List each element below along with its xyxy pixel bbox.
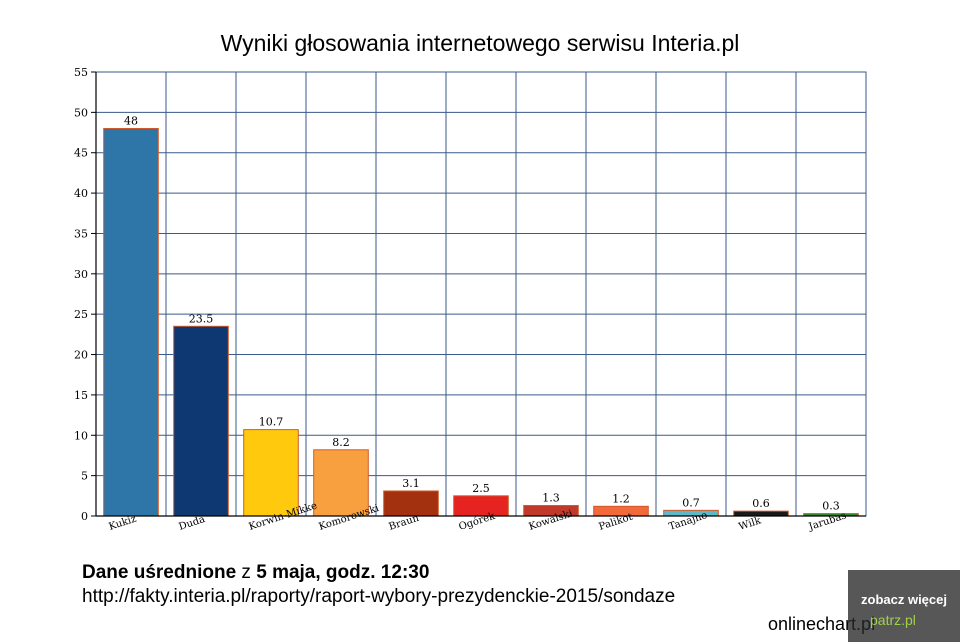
y-tick-label: 20 bbox=[74, 349, 88, 362]
y-tick-label: 45 bbox=[74, 147, 88, 160]
footer-bold-a: Dane uśrednione bbox=[82, 562, 237, 583]
y-tick-label: 35 bbox=[74, 227, 88, 240]
bar-kukiz bbox=[103, 128, 159, 517]
labels-layer: 48 23.5 10.7 8.2 3.1 2.5 1.3 1.2 0.7 0.6 0.3 bbox=[124, 115, 840, 513]
data-label: 0.3 bbox=[822, 500, 840, 513]
x-tick-label: Wilk bbox=[738, 515, 764, 533]
y-tick-label: 0 bbox=[81, 510, 88, 523]
data-label: 3.1 bbox=[402, 477, 420, 490]
y-tick-label: 25 bbox=[74, 308, 88, 321]
footer-bold-b: 5 maja, godz. 12:30 bbox=[256, 562, 430, 583]
y-tick-label: 10 bbox=[74, 429, 88, 442]
chart-title: Wyniki głosowania internetowego serwisu … bbox=[220, 30, 740, 56]
data-label: 0.7 bbox=[682, 496, 700, 509]
footer-date-note: Dane uśrednione z 5 maja, godz. 12:30 bbox=[82, 562, 429, 584]
bar-chart: 48 23.5 10.7 8.2 3.1 2.5 1.3 1.2 0.7 0.6 0.3 0 5 10 1… bbox=[74, 66, 867, 533]
see-more-label: zobacz więcej bbox=[861, 592, 947, 607]
data-label: 48 bbox=[124, 115, 138, 128]
y-tick-label: 50 bbox=[74, 106, 88, 119]
y-tick-label: 5 bbox=[81, 470, 88, 483]
data-label: 8.2 bbox=[332, 436, 350, 449]
data-label: 23.5 bbox=[189, 312, 214, 325]
data-label: 0.6 bbox=[752, 497, 770, 510]
footer-mid: z bbox=[236, 562, 257, 583]
bar-ogórek bbox=[453, 495, 509, 517]
bars-layer bbox=[103, 128, 859, 517]
bar-duda bbox=[173, 325, 229, 517]
data-label: 2.5 bbox=[472, 482, 490, 495]
y-tick-label: 40 bbox=[74, 187, 88, 200]
y-tick-label: 30 bbox=[74, 268, 88, 281]
data-label: 1.3 bbox=[542, 492, 560, 505]
see-more-badge[interactable]: zobacz więcej patrz.pl bbox=[848, 570, 960, 642]
bar-komorowski bbox=[313, 449, 369, 517]
patrz-logo: patrz.pl bbox=[870, 612, 916, 628]
footer-source-url: http://fakty.interia.pl/raporty/raport-w… bbox=[82, 586, 676, 607]
bar-korwin-mikke bbox=[243, 429, 299, 517]
data-label: 1.2 bbox=[612, 492, 630, 505]
y-tick-label: 55 bbox=[74, 66, 88, 79]
x-tick-label: Duda bbox=[178, 514, 207, 533]
bar-braun bbox=[383, 490, 439, 517]
data-label: 10.7 bbox=[259, 416, 284, 429]
bar-wilk bbox=[733, 510, 789, 517]
y-tick-label: 15 bbox=[74, 389, 88, 402]
